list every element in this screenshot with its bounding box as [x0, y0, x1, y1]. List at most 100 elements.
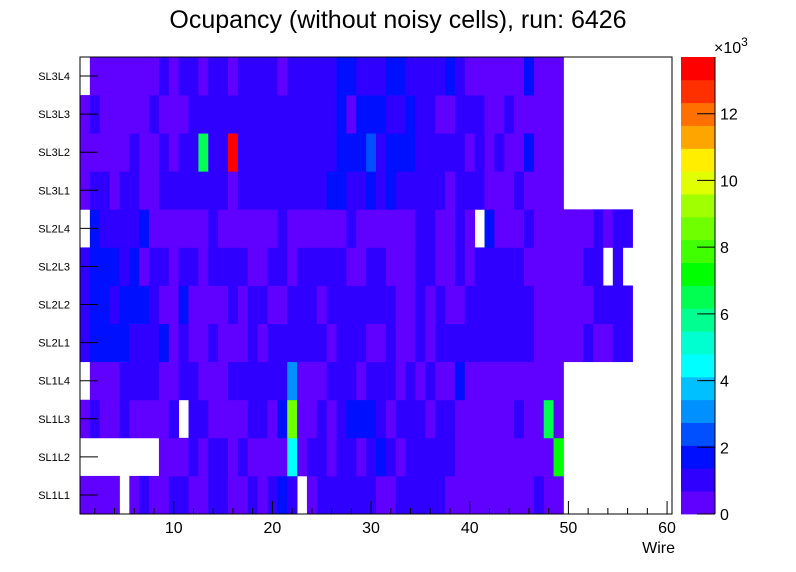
- heatmap-cell: [425, 285, 436, 324]
- heatmap-cell: [306, 475, 318, 515]
- heatmap-cell: [474, 323, 485, 363]
- heatmap-cell: [612, 285, 624, 324]
- heatmap-cell: [356, 437, 367, 477]
- heatmap-cell: [99, 133, 110, 172]
- heatmap-cell: [543, 57, 554, 96]
- heatmap-cell: [277, 247, 288, 286]
- heatmap-cell: [168, 95, 180, 134]
- x-tick-label: 10: [165, 520, 183, 537]
- heatmap-cell: [405, 323, 416, 363]
- heatmap-cell: [208, 361, 219, 401]
- heatmap-cell: [435, 399, 446, 439]
- y-tick-label: SL3L4: [38, 71, 70, 83]
- x-axis-label: Wire: [642, 540, 675, 557]
- heatmap-cell: [129, 209, 140, 248]
- heatmap-cell: [553, 209, 564, 248]
- heatmap-cell: [464, 399, 476, 439]
- heatmap-cell: [178, 209, 189, 248]
- heatmap-cell: [306, 95, 318, 134]
- heatmap-cell: [395, 95, 406, 134]
- heatmap-cell: [524, 361, 535, 401]
- heatmap-cell: [188, 57, 199, 96]
- heatmap-cell: [425, 361, 436, 401]
- heatmap-cell: [287, 57, 298, 96]
- heatmap-cell: [109, 209, 120, 248]
- heatmap-cell: [366, 171, 377, 210]
- heatmap-cell: [415, 361, 426, 401]
- heatmap-cell: [425, 57, 436, 96]
- heatmap-cell: [464, 209, 476, 248]
- heatmap-cell: [533, 437, 545, 477]
- heatmap-cell: [99, 399, 110, 439]
- heatmap-cell: [287, 475, 298, 515]
- heatmap-cell: [435, 323, 446, 363]
- color-scale-band: [681, 194, 715, 218]
- heatmap-cell: [129, 171, 140, 210]
- heatmap-cell: [247, 57, 258, 96]
- z-tick-label: 4: [720, 374, 729, 391]
- heatmap-cell: [208, 57, 219, 96]
- color-scale-band: [681, 125, 715, 149]
- heatmap-cell: [553, 247, 564, 286]
- heatmap-cell: [395, 209, 406, 248]
- heatmap-cell: [474, 361, 485, 401]
- heatmap-cell: [553, 361, 564, 401]
- heatmap-cell: [218, 285, 229, 324]
- heatmap-cell: [425, 323, 436, 363]
- heatmap-cell: [208, 399, 219, 439]
- heatmap-cell: [533, 57, 545, 96]
- heatmap-cell: [445, 171, 456, 210]
- heatmap-cell: [385, 209, 397, 248]
- heatmap-cell: [316, 361, 328, 401]
- heatmap-cell: [425, 209, 436, 248]
- heatmap-cell: [306, 285, 318, 324]
- heatmap-cell: [346, 133, 357, 172]
- heatmap-cell: [543, 171, 554, 210]
- x-axis: 10 20 30 40 50 60: [94, 501, 676, 537]
- heatmap-cell: [257, 475, 268, 515]
- heatmap-cell: [395, 247, 406, 286]
- color-scale-band: [681, 262, 715, 286]
- heatmap-cell: [218, 57, 229, 96]
- y-tick-label: SL2L2: [38, 300, 70, 312]
- heatmap-cell: [454, 247, 466, 286]
- heatmap-cell: [376, 133, 387, 172]
- heatmap-cell: [287, 209, 298, 248]
- heatmap-cell: [494, 475, 505, 515]
- y-axis: SL1L1 SL1L2 SL1L3 SL1L4 SL2L1 SL2L2 SL2L3 SL2L4…: [38, 71, 98, 502]
- heatmap-cell: [514, 475, 525, 515]
- heatmap-cell: [247, 285, 258, 324]
- heatmap-cell: [247, 133, 258, 172]
- heatmap-cell: [247, 171, 258, 210]
- heatmap-cell: [415, 209, 426, 248]
- heatmap-cell: [228, 437, 239, 477]
- heatmap-cell: [445, 209, 456, 248]
- heatmap-cell: [543, 399, 554, 439]
- heatmap-cell: [563, 209, 574, 248]
- heatmap-cell: [188, 133, 199, 172]
- heatmap-cell: [336, 57, 347, 96]
- heatmap-cell: [415, 247, 426, 286]
- heatmap-cell: [533, 133, 545, 172]
- heatmap-cell: [395, 399, 406, 439]
- heatmap-cell: [168, 323, 180, 363]
- heatmap-cell: [198, 437, 209, 477]
- heatmap-cell: [563, 247, 574, 286]
- heatmap-cell: [415, 323, 426, 363]
- heatmap-cell: [237, 247, 249, 286]
- heatmap-cell: [139, 285, 150, 324]
- heatmap-cell: [573, 209, 584, 248]
- heatmap-cell: [287, 323, 298, 363]
- heatmap-cell: [415, 475, 426, 515]
- heatmap-cell: [139, 361, 150, 401]
- heatmap-cell: [119, 95, 130, 134]
- heatmap-cell: [395, 57, 406, 96]
- heatmap-cell: [474, 133, 485, 172]
- heatmap-cell: [158, 323, 170, 363]
- heatmap-cell: [109, 57, 120, 96]
- heatmap-cell: [484, 437, 495, 477]
- heatmap-cell: [109, 361, 120, 401]
- heatmap-cell: [543, 209, 554, 248]
- heatmap-cell: [247, 247, 258, 286]
- heatmap-cell: [376, 361, 387, 401]
